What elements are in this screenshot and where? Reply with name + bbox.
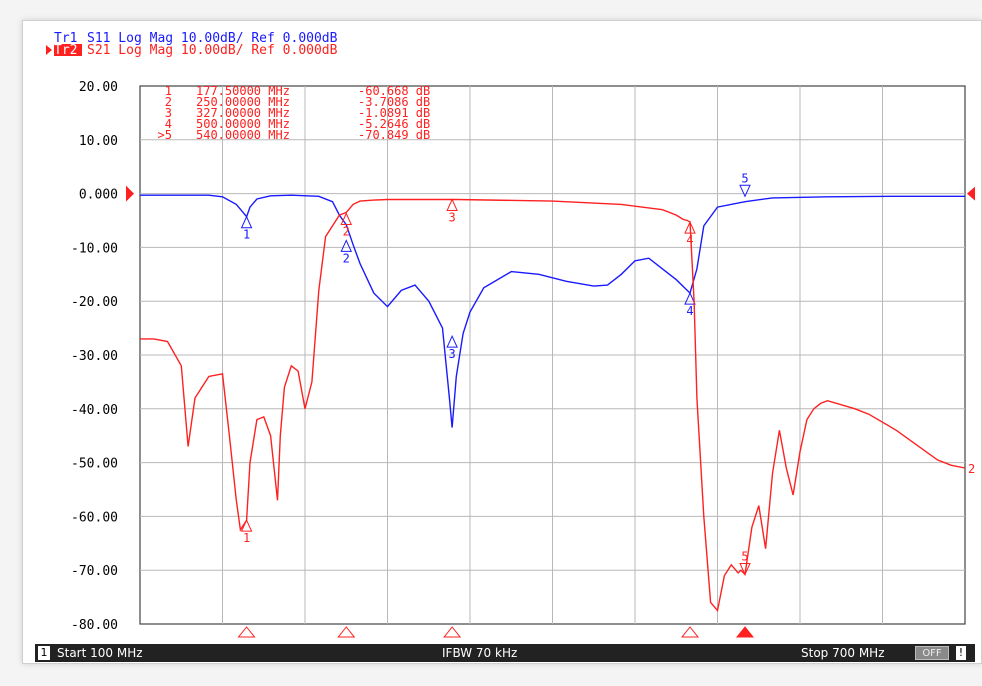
y-tick-label: 10.00 — [79, 134, 118, 149]
marker-table-label: 3 — [165, 106, 172, 120]
reference-arrow-left[interactable] — [126, 185, 134, 202]
marker-4-label: 4 — [686, 233, 693, 247]
stop-frequency[interactable]: Stop 700 MHz — [801, 646, 885, 660]
stimulus-marker[interactable] — [237, 626, 256, 638]
marker-table-value: -70.849 dB — [358, 128, 430, 142]
marker-5-label: 5 — [741, 550, 748, 564]
marker-table-value: -3.7086 dB — [358, 95, 430, 109]
marker-1-triangle[interactable] — [240, 215, 253, 229]
marker-table-label: 1 — [165, 84, 172, 98]
marker-1-label: 1 — [243, 531, 250, 545]
marker-table-frequency: 250.00000 MHz — [196, 95, 290, 109]
stimulus-marker[interactable] — [443, 626, 462, 638]
y-tick-label: -60.00 — [71, 510, 118, 525]
y-tick-label: -10.00 — [71, 241, 118, 256]
if-bandwidth[interactable]: IFBW 70 kHz — [442, 646, 518, 660]
trace-header: S11 Log Mag 10.00dB/ Ref 0.000dB — [87, 31, 338, 46]
active-trace-box — [54, 44, 82, 56]
marker-3-triangle[interactable] — [446, 198, 458, 212]
marker-3-label: 3 — [449, 211, 456, 225]
y-tick-label: -80.00 — [71, 618, 118, 633]
marker-table-value: -1.0891 dB — [358, 106, 430, 120]
marker-3-label: 3 — [449, 347, 456, 361]
y-tick-label: 0.000 — [79, 188, 118, 203]
trace-id: Tr2 — [54, 43, 77, 58]
marker-2-label: 2 — [343, 225, 350, 239]
marker-table-value: -60.668 dB — [358, 84, 430, 98]
marker-table-label: >5 — [158, 128, 172, 142]
marker-table-frequency: 327.00000 MHz — [196, 106, 290, 120]
reference-arrow-right[interactable] — [967, 186, 975, 201]
y-tick-label: -40.00 — [71, 403, 118, 418]
marker-2-triangle[interactable] — [340, 239, 353, 252]
marker-1-label: 1 — [243, 228, 250, 242]
start-frequency[interactable]: Start 100 MHz — [57, 646, 143, 660]
marker-3-triangle[interactable] — [446, 334, 458, 348]
trace-end-label: 2 — [968, 462, 975, 476]
marker-table-frequency: 500.00000 MHz — [196, 117, 290, 131]
marker-table-frequency: 540.00000 MHz — [196, 128, 290, 142]
marker-1-triangle[interactable] — [240, 518, 253, 532]
marker-4-triangle[interactable] — [684, 220, 696, 234]
trace-s21 — [140, 198, 966, 613]
marker-table-frequency: 177.50000 MHz — [196, 84, 290, 98]
y-tick-label: -20.00 — [71, 295, 118, 310]
marker-table-label: 4 — [165, 117, 172, 131]
y-tick-label: -30.00 — [71, 349, 118, 364]
alert-indicator[interactable]: ! — [956, 646, 966, 660]
trace-id: Tr1 — [54, 31, 77, 46]
stimulus-marker[interactable] — [680, 626, 700, 638]
channel-number[interactable]: 1 — [38, 646, 50, 660]
marker-table-value: -5.2646 dB — [358, 117, 430, 131]
marker-4-label: 4 — [686, 304, 693, 318]
stimulus-marker[interactable] — [735, 626, 755, 638]
y-tick-label: -70.00 — [71, 564, 118, 579]
trace-s11 — [140, 194, 965, 428]
y-tick-label: -50.00 — [71, 457, 118, 472]
marker-table-label: 2 — [165, 95, 172, 109]
status-bar: 1 Start 100 MHz IFBW 70 kHz Stop 700 MHz… — [35, 644, 975, 662]
marker-2-label: 2 — [343, 251, 350, 265]
stimulus-marker[interactable] — [337, 626, 356, 638]
off-indicator[interactable]: OFF — [915, 646, 949, 660]
trace-header: S21 Log Mag 10.00dB/ Ref 0.000dB — [87, 43, 338, 58]
trace-chart: 20.00 10.00 0.000 -10.00 -20.00 -30.00 -40.00 -… — [46, 31, 975, 638]
y-tick-label: 20.00 — [79, 80, 118, 95]
marker-5-label: 5 — [741, 171, 748, 185]
marker-5-triangle[interactable] — [739, 563, 751, 576]
chart-frame: 20.00 10.00 0.000 -10.00 -20.00 -30.00 -40.00 -… — [22, 20, 982, 664]
marker-2-triangle[interactable] — [340, 212, 353, 226]
marker-4-triangle[interactable] — [684, 291, 696, 305]
marker-5-triangle[interactable] — [739, 184, 751, 198]
active-trace-arrow — [46, 45, 52, 55]
